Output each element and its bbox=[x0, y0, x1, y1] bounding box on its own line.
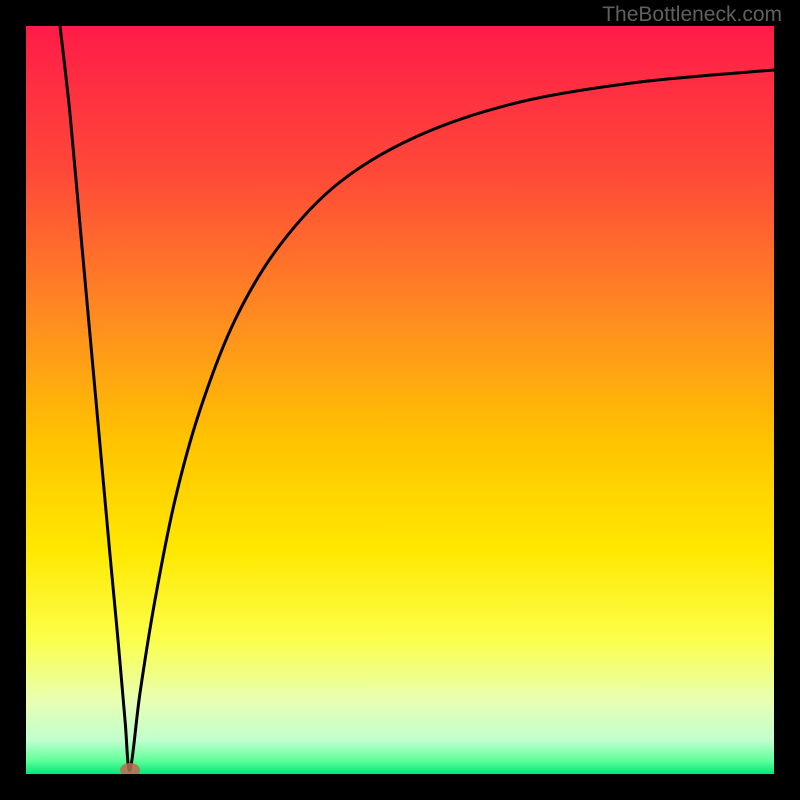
chart-svg bbox=[0, 0, 800, 800]
watermark-text: TheBottleneck.com bbox=[602, 3, 782, 27]
bottleneck-chart: TheBottleneck.com bbox=[0, 0, 800, 800]
gradient-background bbox=[26, 26, 774, 774]
